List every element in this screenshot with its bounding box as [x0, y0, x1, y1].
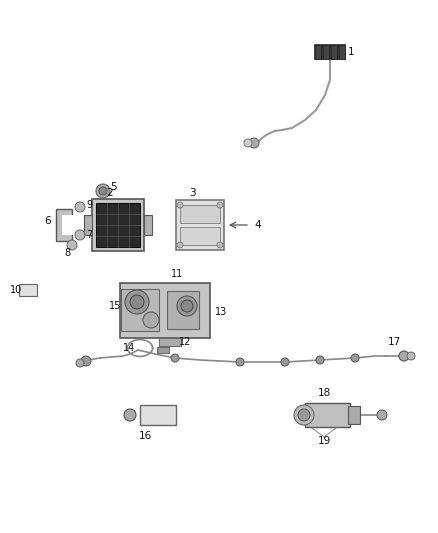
- Bar: [176, 200, 224, 250]
- Bar: [167, 291, 199, 329]
- Bar: [144, 215, 152, 235]
- Text: 6: 6: [44, 216, 51, 226]
- Circle shape: [244, 139, 252, 147]
- Bar: [140, 405, 176, 425]
- Text: 18: 18: [318, 388, 331, 398]
- Circle shape: [316, 356, 324, 364]
- Circle shape: [407, 352, 415, 360]
- Circle shape: [377, 410, 387, 420]
- Circle shape: [130, 295, 144, 309]
- Circle shape: [143, 312, 159, 328]
- Circle shape: [249, 138, 259, 148]
- Circle shape: [177, 296, 197, 316]
- Circle shape: [75, 230, 85, 240]
- Text: 12: 12: [179, 337, 191, 347]
- Text: 13: 13: [215, 307, 227, 317]
- Bar: [96, 203, 140, 247]
- Bar: [120, 282, 210, 337]
- Circle shape: [96, 184, 110, 198]
- Text: 9: 9: [86, 200, 92, 210]
- Text: 4: 4: [254, 220, 261, 230]
- Bar: [121, 289, 159, 331]
- Circle shape: [76, 359, 84, 367]
- Circle shape: [351, 354, 359, 362]
- Circle shape: [281, 358, 289, 366]
- Bar: [62, 215, 76, 235]
- Text: 1: 1: [348, 47, 355, 57]
- Text: 3: 3: [189, 188, 195, 198]
- Text: 15: 15: [109, 301, 121, 311]
- Bar: [304, 403, 350, 427]
- Circle shape: [177, 242, 183, 248]
- Text: 14: 14: [123, 343, 135, 353]
- Text: 2: 2: [107, 188, 113, 198]
- Circle shape: [217, 242, 223, 248]
- Bar: [159, 338, 181, 346]
- Bar: [315, 45, 345, 59]
- Bar: [323, 45, 329, 59]
- Bar: [19, 284, 37, 296]
- Text: 11: 11: [171, 269, 183, 279]
- Text: 5: 5: [110, 182, 117, 192]
- Circle shape: [75, 202, 85, 212]
- Text: 10: 10: [10, 285, 22, 295]
- Bar: [92, 199, 144, 251]
- Circle shape: [67, 240, 77, 250]
- Bar: [315, 45, 321, 59]
- Circle shape: [399, 351, 409, 361]
- Text: 16: 16: [138, 431, 152, 441]
- Text: 7: 7: [86, 230, 92, 240]
- Text: 17: 17: [388, 337, 401, 347]
- Circle shape: [177, 202, 183, 208]
- Bar: [157, 347, 169, 353]
- Circle shape: [294, 405, 314, 425]
- Circle shape: [124, 409, 136, 421]
- Circle shape: [125, 290, 149, 314]
- Circle shape: [171, 354, 179, 362]
- Bar: [180, 205, 220, 223]
- Circle shape: [217, 202, 223, 208]
- FancyBboxPatch shape: [56, 209, 72, 241]
- Bar: [331, 45, 337, 59]
- Circle shape: [236, 358, 244, 366]
- Circle shape: [81, 356, 91, 366]
- Bar: [339, 45, 345, 59]
- Circle shape: [181, 300, 193, 312]
- Circle shape: [298, 409, 310, 421]
- Bar: [84, 215, 92, 235]
- Circle shape: [99, 187, 107, 195]
- Bar: [180, 227, 220, 245]
- Bar: [348, 406, 360, 424]
- Text: 19: 19: [318, 436, 331, 446]
- Text: 8: 8: [64, 248, 70, 258]
